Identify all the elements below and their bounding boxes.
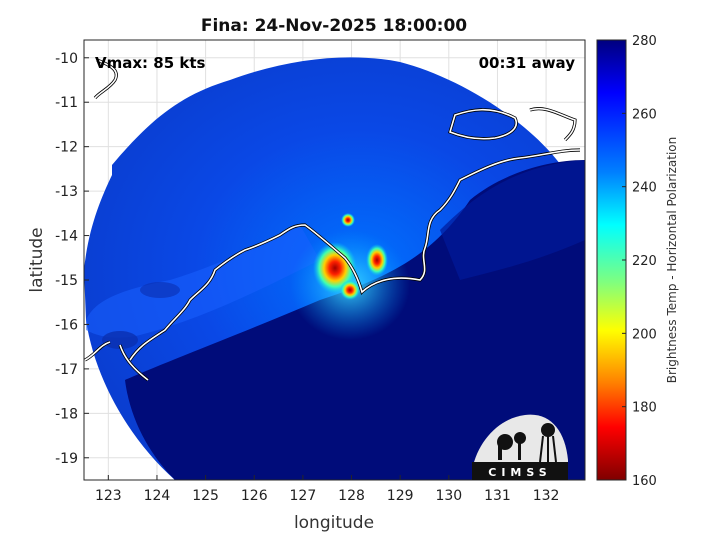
cimss-logo: CIMSS bbox=[472, 414, 568, 480]
colorbar: 280 260 240 220 200 180 160 Brightness Temp - … bbox=[596, 34, 679, 489]
western-cool-2 bbox=[140, 282, 180, 298]
colorbar-tick-label: 280 bbox=[632, 34, 657, 49]
colorbar-tick-label: 260 bbox=[632, 107, 657, 122]
logo-tower-icon bbox=[541, 423, 555, 437]
x-tick-label: 128 bbox=[338, 488, 365, 504]
x-tick-label: 129 bbox=[387, 488, 414, 504]
y-tick-label: -13 bbox=[55, 184, 78, 200]
x-tick-label: 132 bbox=[533, 488, 560, 504]
west-land bbox=[86, 225, 320, 338]
y-tick-label: -14 bbox=[55, 229, 78, 245]
y-axis-label: latitude bbox=[27, 227, 47, 292]
colorbar-tick-label: 240 bbox=[632, 181, 657, 196]
cold-core-east bbox=[366, 244, 388, 276]
x-axis-label: longitude bbox=[294, 513, 374, 533]
x-tick-label: 127 bbox=[290, 488, 317, 504]
colorbar-tick-label: 220 bbox=[632, 254, 657, 269]
x-tick-label: 131 bbox=[484, 488, 511, 504]
x-tick-label: 130 bbox=[435, 488, 462, 504]
y-tick-label: -15 bbox=[55, 273, 78, 289]
y-tick-label: -18 bbox=[55, 406, 78, 422]
chart-title: Fina: 24-Nov-2025 18:00:00 bbox=[201, 16, 467, 36]
y-tick-label: -17 bbox=[55, 362, 78, 378]
colorbar-ticks: 280 260 240 220 200 180 160 bbox=[622, 34, 657, 489]
colorbar-tick-label: 160 bbox=[632, 474, 657, 489]
x-tick-label: 124 bbox=[144, 488, 171, 504]
cold-core-south bbox=[340, 280, 360, 300]
vmax-label: Vmax: 85 kts bbox=[95, 54, 205, 72]
y-tick-label: -12 bbox=[55, 140, 78, 156]
colorbar-tick-label: 180 bbox=[632, 401, 657, 416]
logo-banner bbox=[472, 462, 568, 480]
colorbar-tick-label: 200 bbox=[632, 327, 657, 342]
western-cool-1 bbox=[102, 331, 138, 349]
time-away-label: 00:31 away bbox=[479, 54, 576, 72]
x-tick-label: 126 bbox=[241, 488, 268, 504]
x-tick-label: 125 bbox=[192, 488, 219, 504]
x-tick-label: 123 bbox=[95, 488, 122, 504]
colorbar-label: Brightness Temp - Horizontal Polarizatio… bbox=[665, 137, 679, 384]
ne-patch bbox=[440, 160, 585, 280]
y-tick-label: -11 bbox=[55, 95, 78, 111]
x-ticks: 123 124 125 126 127 128 129 130 131 132 bbox=[95, 475, 560, 504]
y-tick-label: -16 bbox=[55, 317, 78, 333]
y-tick-label: -19 bbox=[55, 451, 78, 467]
y-tick-label: -10 bbox=[55, 51, 78, 67]
logo-text: CIMSS bbox=[488, 466, 551, 479]
y-ticks: -10 -11 -12 -13 -14 -15 -16 -17 -18 -19 bbox=[55, 51, 89, 467]
swath-image bbox=[84, 57, 585, 480]
cold-core-north bbox=[341, 213, 355, 227]
axes-border bbox=[83, 39, 586, 481]
colorbar-scale bbox=[596, 39, 627, 481]
